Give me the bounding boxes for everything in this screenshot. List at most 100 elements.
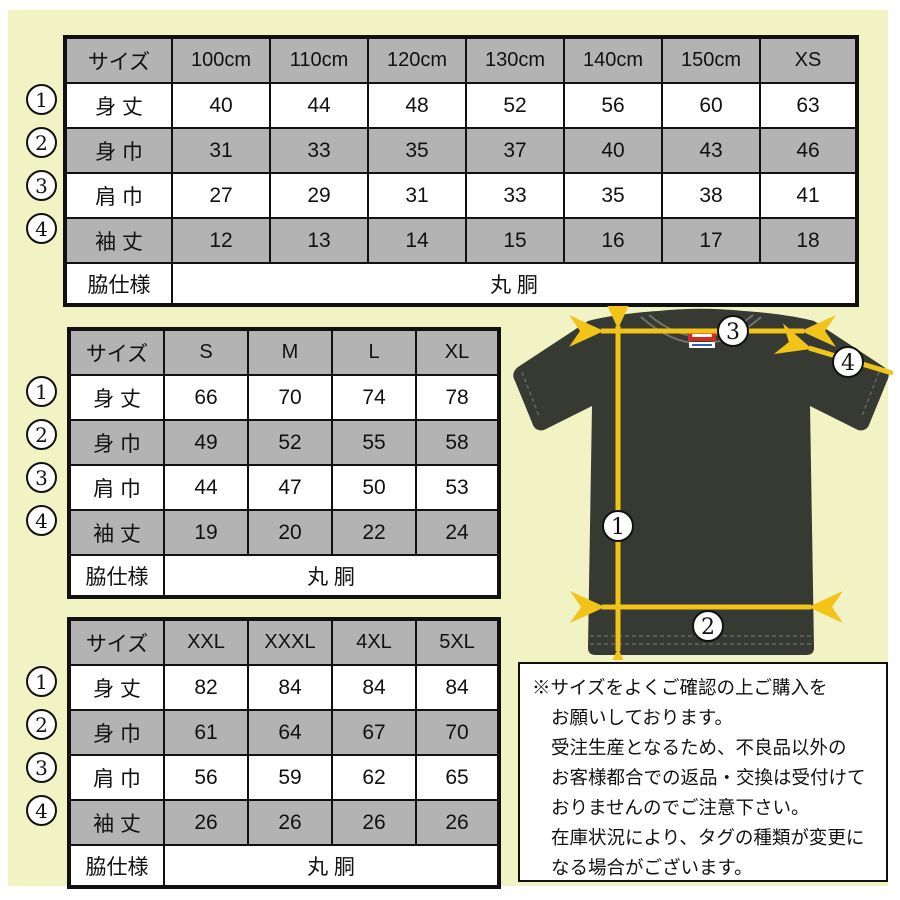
row-label-cell: 袖 丈: [64, 217, 173, 264]
column-header-cell: 4XL: [331, 618, 417, 666]
kids-sizes: サイズ 100cm 110cm 120cm 130cm 140cm 150cm XS 身 丈 40…: [63, 35, 859, 307]
row-number-badge: 1: [26, 666, 57, 697]
value-cell: 12: [171, 217, 271, 264]
value-cell: 52: [465, 82, 565, 129]
value-cell: 50: [331, 464, 417, 511]
value-cell: 26: [163, 799, 249, 846]
value-cell: 70: [247, 374, 333, 421]
value-cell: 56: [563, 82, 663, 129]
value-cell: 52: [247, 419, 333, 466]
note-line: ※サイズをよくご確認の上ご購入を: [532, 677, 828, 698]
value-cell: 44: [269, 82, 369, 129]
value-cell: 27: [171, 172, 271, 219]
value-cell: 26: [247, 799, 333, 846]
value-cell: 38: [661, 172, 761, 219]
row-label-cell: 身 丈: [68, 664, 165, 711]
row-number-badge: 1: [26, 84, 57, 115]
value-cell: 48: [367, 82, 467, 129]
big-sizes: サイズ XXL XXXL 4XL 5XL 身 丈 82 84 84 84 身 巾 61 64 67 70 肩 …: [67, 617, 501, 889]
size-table-adult: サイズ S M L XL 身 丈 66 70 74 78 身 巾 49 52 55 58 肩 巾 44 47 50 5…: [26, 327, 501, 599]
value-cell: 67: [331, 709, 417, 756]
value-cell: 13: [269, 217, 369, 264]
value-cell: 61: [163, 709, 249, 756]
note-line: お客様都合での返品・交換は受付けて: [551, 767, 866, 788]
row-number-badge: 3: [26, 462, 57, 493]
row-label-cell: 肩 巾: [64, 172, 173, 219]
value-cell: 46: [759, 127, 858, 174]
row-number-badge: 4: [26, 213, 57, 244]
measure-badge-2: 2: [692, 610, 724, 642]
column-header-cell: 100cm: [171, 36, 271, 84]
value-cell: 56: [163, 754, 249, 801]
value-cell: 53: [415, 464, 500, 511]
brand-tag: [688, 331, 716, 348]
value-cell: 17: [661, 217, 761, 264]
value-cell: 74: [331, 374, 417, 421]
row-label-cell: 袖 丈: [68, 509, 165, 556]
value-cell: 35: [367, 127, 467, 174]
value-cell: 41: [759, 172, 858, 219]
footer-value-cell: 丸 胴: [163, 554, 500, 598]
footer-label-cell: 脇仕様: [68, 554, 165, 598]
row-number-badge: 3: [26, 752, 57, 783]
note-line: 在庫状況により、タグの種類が変更に: [551, 827, 865, 848]
left-sleeve-stitch: [521, 371, 540, 417]
value-cell: 49: [163, 419, 249, 466]
column-header-cell: 120cm: [367, 36, 467, 84]
value-cell: 33: [269, 127, 369, 174]
value-cell: 20: [247, 509, 333, 556]
value-cell: 84: [415, 664, 500, 711]
value-cell: 78: [415, 374, 500, 421]
column-header-cell: 5XL: [415, 618, 500, 666]
value-cell: 26: [331, 799, 417, 846]
value-cell: 22: [331, 509, 417, 556]
row-number-badge: 1: [26, 376, 57, 407]
column-header-cell: 150cm: [661, 36, 761, 84]
row-label-cell: 袖 丈: [68, 799, 165, 846]
value-cell: 33: [465, 172, 565, 219]
value-cell: 29: [269, 172, 369, 219]
size-table-kids: サイズ 100cm 110cm 120cm 130cm 140cm 150cm XS 身 丈 40…: [26, 35, 859, 307]
value-cell: 31: [367, 172, 467, 219]
row-number-badge: 2: [26, 419, 57, 450]
value-cell: 18: [759, 217, 858, 264]
column-header-cell: XXL: [163, 618, 249, 666]
value-cell: 44: [163, 464, 249, 511]
value-cell: 35: [563, 172, 663, 219]
column-header-cell: S: [163, 328, 249, 376]
value-cell: 62: [331, 754, 417, 801]
footer-value-cell: 丸 胴: [163, 844, 500, 888]
value-cell: 43: [661, 127, 761, 174]
note-line: なる場合がございます。: [551, 857, 753, 878]
row-number-badge: 3: [26, 170, 57, 201]
value-cell: 47: [247, 464, 333, 511]
svg-text:4: 4: [841, 351, 855, 376]
column-header-cell: XS: [759, 36, 858, 84]
value-cell: 37: [465, 127, 565, 174]
row-label-cell: 身 巾: [68, 419, 165, 466]
note-line: お願いしております。: [551, 707, 734, 728]
value-cell: 70: [415, 709, 500, 756]
value-cell: 40: [563, 127, 663, 174]
value-cell: 26: [415, 799, 500, 846]
adult-sizes: サイズ S M L XL 身 丈 66 70 74 78 身 巾 49 52 55 58 肩 巾 44 47 50 5…: [67, 327, 501, 599]
measure-badge-3: 3: [717, 315, 749, 347]
column-header-cell: 110cm: [269, 36, 369, 84]
svg-text:1: 1: [611, 515, 625, 540]
row-label-cell: 身 丈: [68, 374, 165, 421]
value-cell: 84: [247, 664, 333, 711]
column-header-cell: 130cm: [465, 36, 565, 84]
svg-text:3: 3: [726, 320, 740, 345]
value-cell: 60: [661, 82, 761, 129]
footer-value-cell: 丸 胴: [171, 262, 858, 306]
size-header-cell: サイズ: [68, 618, 165, 666]
value-cell: 14: [367, 217, 467, 264]
value-cell: 31: [171, 127, 271, 174]
row-label-cell: 身 巾: [64, 127, 173, 174]
value-cell: 19: [163, 509, 249, 556]
row-label-cell: 肩 巾: [68, 754, 165, 801]
value-cell: 82: [163, 664, 249, 711]
value-cell: 84: [331, 664, 417, 711]
purchase-note-box: ※サイズをよくご確認の上ご購入を お願いしております。 受注生産となるため、不良品以…: [518, 662, 888, 882]
row-label-cell: 身 巾: [68, 709, 165, 756]
